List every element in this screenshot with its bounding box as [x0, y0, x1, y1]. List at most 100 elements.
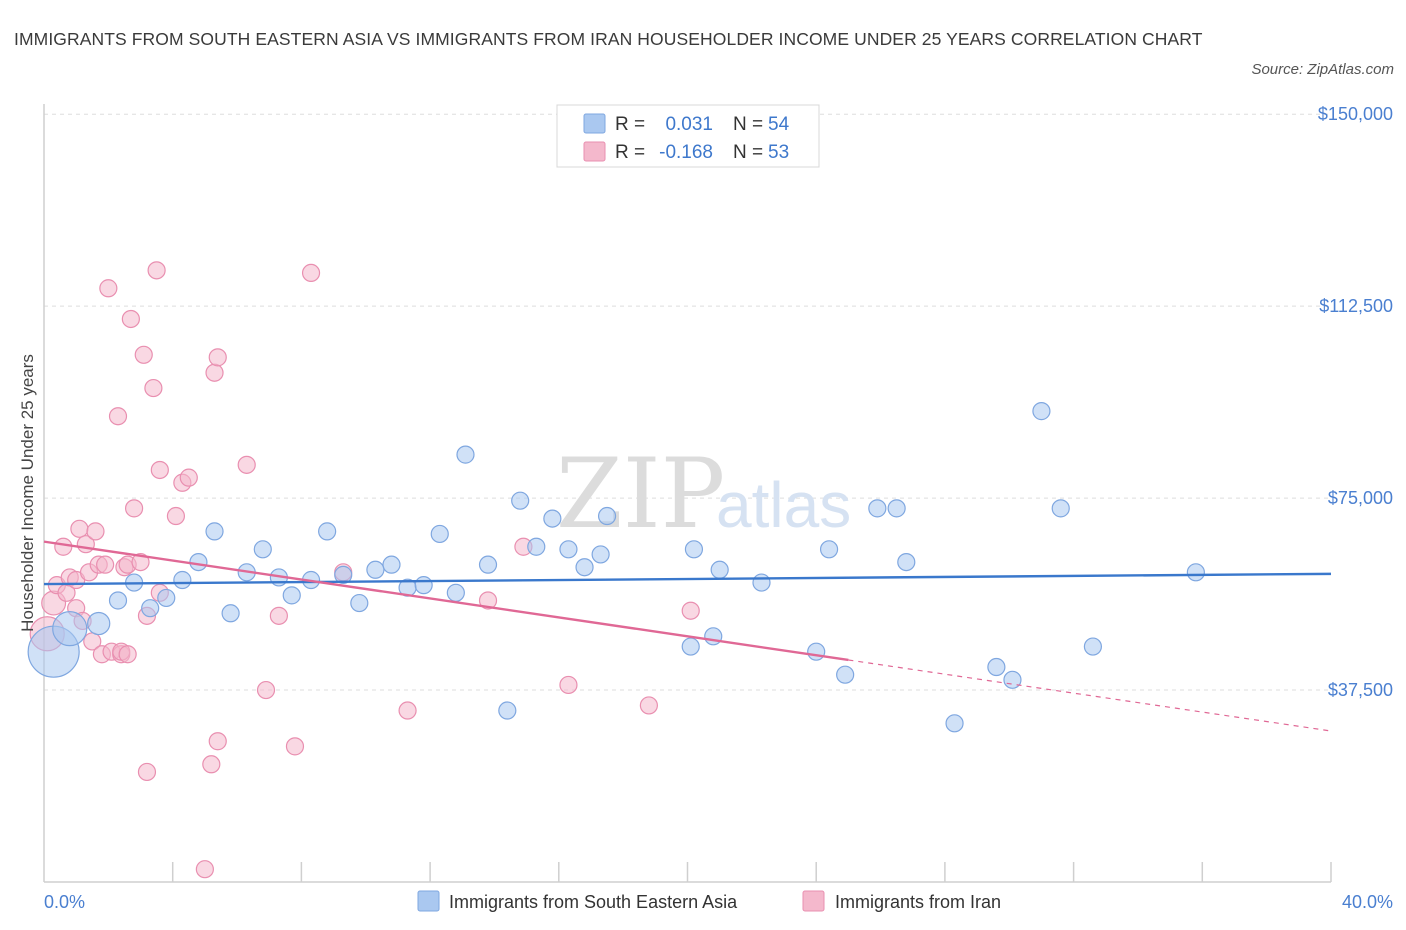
sea-point [575, 558, 594, 577]
sea-point [350, 593, 369, 613]
sea-point [205, 522, 224, 541]
sea-point [527, 537, 546, 556]
y-tick-label: $150,000 [1318, 104, 1393, 124]
sea-point [498, 701, 517, 720]
iran-point [681, 601, 700, 620]
iran-point [202, 755, 221, 774]
sea-point [819, 540, 839, 559]
sea-point [282, 586, 301, 605]
sea-point [430, 524, 449, 544]
iran-point [96, 555, 115, 574]
iran-point [398, 701, 417, 720]
iran-point [639, 696, 658, 715]
sea-point [446, 583, 465, 602]
y-tick-label: $75,000 [1328, 488, 1393, 508]
iran-point [134, 345, 153, 364]
sea-point [559, 540, 578, 559]
iran-point [144, 378, 163, 398]
series-sea-points [27, 402, 1205, 733]
sea-point [684, 540, 704, 559]
sea-point [456, 445, 475, 464]
iran-point [208, 348, 227, 367]
watermark-atlas: atlas [716, 469, 851, 541]
sea-point [414, 576, 433, 595]
sea-point [704, 627, 723, 646]
iran-point [256, 680, 276, 700]
iran-point [559, 675, 578, 695]
y-axis-label: Householder Income Under 25 years [18, 354, 37, 632]
iran-point [99, 279, 118, 298]
sea-point [173, 570, 192, 590]
sea-point [52, 611, 88, 647]
sea-point [157, 588, 176, 608]
iran-point [124, 499, 144, 518]
legend-n-label-1: N = [733, 114, 763, 135]
iran-point [121, 309, 140, 329]
sea-point [1051, 499, 1070, 518]
bottom-legend: Immigrants from South Eastern Asia Immig… [417, 890, 1001, 912]
sea-point [382, 555, 401, 574]
iran-point [269, 606, 288, 625]
sea-point [366, 560, 385, 579]
legend-n-label-2: N = [733, 142, 763, 163]
iran-point [179, 468, 198, 487]
legend-r-label-1: R = [615, 114, 645, 135]
sea-point [1003, 670, 1022, 689]
iran-point [86, 522, 105, 541]
sea-point [1032, 402, 1051, 421]
iran-point [54, 537, 73, 556]
iran-point [108, 407, 128, 426]
sea-point [478, 555, 498, 574]
x-tick-label-min: 0.0% [44, 892, 85, 912]
sea-point [108, 591, 128, 610]
trend-line-sea [43, 572, 1332, 586]
sea-point [887, 499, 906, 518]
sea-point [836, 665, 855, 684]
bottom-legend-swatch-iran [802, 890, 825, 912]
sea-point [253, 540, 272, 559]
legend-r-label-2: R = [615, 142, 645, 163]
bottom-legend-label-sea: Immigrants from South Eastern Asia [449, 892, 738, 912]
x-ticks [171, 862, 1332, 882]
watermark: ZIP atlas [556, 438, 851, 550]
iran-point [131, 552, 150, 572]
bottom-legend-label-iran: Immigrants from Iran [835, 892, 1001, 912]
sea-point [1186, 563, 1205, 582]
legend-r-value-2: -0.168 [659, 142, 713, 163]
sea-point [221, 604, 240, 623]
sea-point [597, 506, 617, 526]
sea-point [511, 491, 530, 510]
watermark-zip: ZIP [556, 438, 725, 550]
iran-point [150, 460, 169, 480]
trend-lines [43, 540, 1332, 732]
iran-point [285, 737, 305, 756]
trend-line-iran [43, 540, 849, 662]
sea-point [752, 573, 771, 592]
sea-point [141, 599, 160, 618]
sea-point [987, 657, 1006, 677]
iran-point [478, 591, 498, 610]
sea-point [318, 522, 337, 541]
x-tick-label-max: 40.0% [1342, 892, 1393, 912]
y-tick-labels: $37,500 $75,000 $112,500 $150,000 [1318, 104, 1393, 700]
iran-point [205, 363, 224, 382]
iran-point [70, 519, 89, 538]
sea-point [710, 560, 729, 579]
source-label: Source: ZipAtlas.com [1251, 61, 1394, 78]
sea-point [334, 565, 353, 584]
sea-point [543, 509, 562, 528]
sea-point [1083, 637, 1103, 656]
iran-point [237, 455, 256, 474]
legend-n-value-1: 54 [768, 114, 790, 135]
sea-point [868, 499, 887, 518]
sea-point [189, 552, 208, 572]
iran-point [301, 263, 321, 283]
legend-r-value-1: 0.031 [665, 114, 713, 135]
sea-point [897, 552, 916, 572]
legend-swatch-iran [583, 141, 606, 162]
iran-point [118, 645, 137, 664]
iran-point [137, 762, 157, 782]
iran-point [166, 506, 186, 526]
y-tick-label: $112,500 [1319, 296, 1393, 316]
